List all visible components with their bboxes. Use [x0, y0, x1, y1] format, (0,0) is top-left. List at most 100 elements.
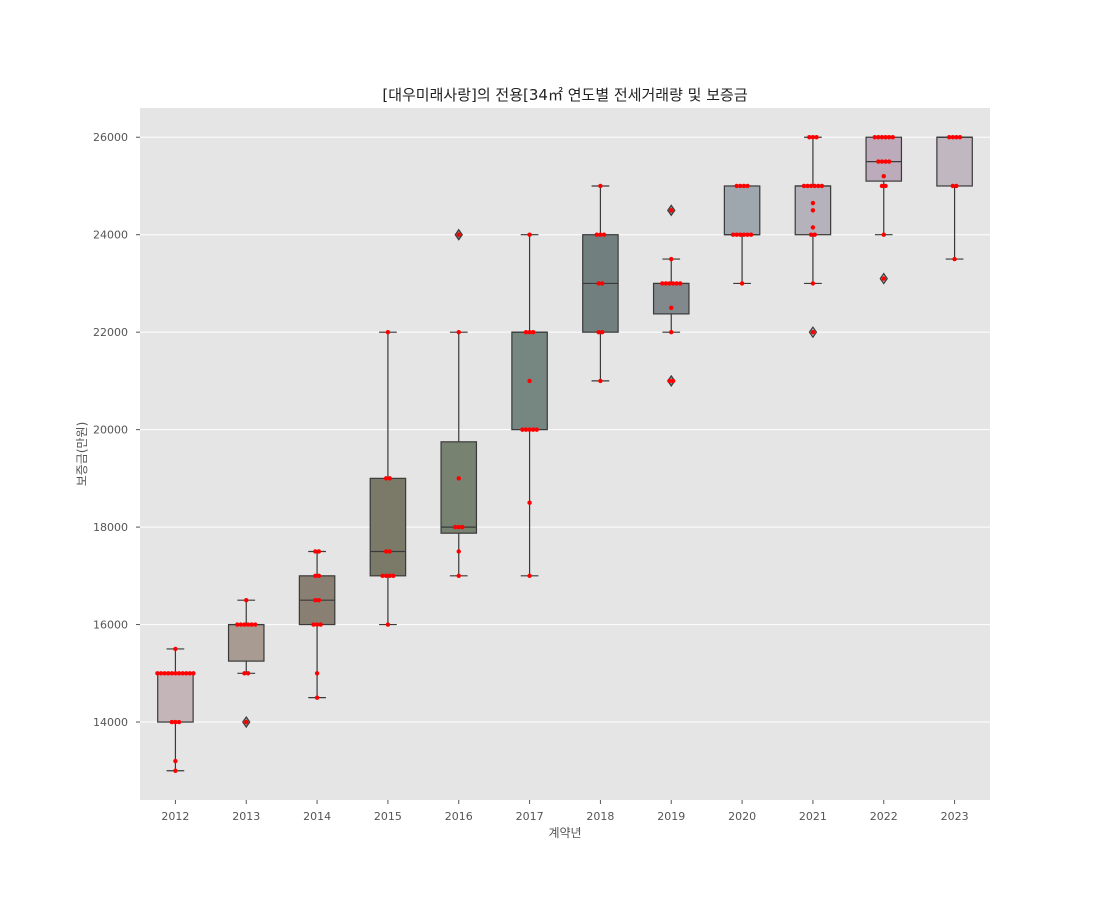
data-point [253, 622, 258, 627]
data-point [387, 549, 392, 554]
data-point [316, 597, 322, 603]
data-point [166, 671, 171, 676]
x-tick-label: 2018 [586, 810, 614, 823]
y-tick-label: 22000 [93, 326, 128, 339]
data-point [244, 719, 249, 725]
data-point [876, 135, 881, 140]
x-tick-label: 2020 [728, 810, 756, 823]
data-point [387, 476, 392, 481]
data-point [527, 500, 532, 505]
data-point [318, 622, 323, 627]
data-point [730, 232, 736, 237]
data-point [173, 719, 178, 725]
data-point [598, 378, 603, 384]
data-point [810, 329, 816, 335]
data-point [601, 232, 607, 237]
data-point [313, 597, 318, 603]
data-point [249, 622, 254, 627]
data-point [805, 183, 810, 189]
data-point [176, 671, 182, 676]
data-point [663, 281, 669, 286]
data-point [810, 225, 816, 230]
box-iqr [865, 136, 903, 182]
box-series [157, 136, 973, 772]
x-tick-label: 2013 [232, 810, 260, 823]
data-point [741, 232, 747, 237]
data-point [807, 135, 812, 140]
data-point [387, 573, 392, 579]
y-tick-label: 18000 [93, 521, 128, 534]
data-point [158, 671, 164, 676]
x-tick-label: 2015 [374, 810, 402, 823]
plot-area [140, 108, 990, 800]
box-2022 [865, 136, 903, 285]
data-point [739, 281, 745, 286]
data-point [527, 232, 532, 237]
data-point [669, 256, 674, 262]
data-point [678, 281, 683, 286]
data-point [176, 719, 182, 725]
data-point [814, 135, 819, 140]
data-point [954, 135, 959, 140]
data-point [523, 427, 529, 432]
data-point [879, 183, 885, 189]
data-point [173, 768, 178, 773]
data-point [456, 232, 461, 237]
data-point [313, 549, 318, 554]
data-point [734, 183, 739, 189]
data-point [879, 135, 885, 140]
data-point [881, 232, 886, 237]
data-point [745, 183, 750, 189]
y-tick-label: 14000 [93, 716, 128, 729]
data-point [173, 671, 178, 676]
data-point [456, 329, 461, 335]
data-point [667, 281, 672, 286]
x-tick-label: 2019 [657, 810, 685, 823]
y-tick-label: 24000 [93, 229, 128, 242]
data-point [886, 159, 892, 164]
data-point [741, 183, 747, 189]
data-point [456, 549, 461, 554]
box-iqr [227, 623, 265, 662]
data-point [155, 671, 160, 676]
box-iqr [440, 441, 478, 534]
data-point [946, 135, 952, 140]
data-point [169, 671, 175, 676]
data-point [812, 183, 817, 189]
x-tick-label: 2023 [941, 810, 969, 823]
x-tick-label: 2017 [516, 810, 544, 823]
data-point [527, 427, 532, 432]
data-point [530, 329, 536, 335]
data-point [810, 135, 816, 140]
data-point [523, 329, 529, 335]
box-iqr [157, 672, 194, 723]
data-point [669, 329, 674, 335]
data-point [890, 135, 895, 140]
data-point [242, 622, 247, 627]
data-point [886, 135, 892, 140]
box-2016 [440, 228, 478, 577]
data-point [527, 378, 532, 384]
data-point [670, 378, 676, 384]
x-tick-label: 2012 [161, 810, 189, 823]
data-point [244, 597, 249, 603]
data-point [669, 208, 674, 213]
x-tick-label: 2014 [303, 810, 331, 823]
data-point [316, 573, 322, 579]
chart-title: [대우미래사랑]의 전용[34㎡ 연도별 전세거래량 및 보증금 [382, 86, 747, 104]
data-point [598, 232, 603, 237]
data-point [808, 232, 814, 237]
data-point [311, 622, 316, 627]
data-point [452, 524, 458, 530]
box-2012 [157, 648, 194, 772]
data-point [810, 200, 816, 206]
data-point [745, 232, 750, 237]
data-point [385, 329, 391, 335]
data-point [600, 281, 605, 286]
box-2013 [227, 599, 265, 729]
data-point [669, 305, 674, 311]
data-point [380, 573, 385, 579]
data-point [316, 549, 322, 554]
data-point [314, 671, 320, 676]
x-tick-label: 2022 [870, 810, 898, 823]
